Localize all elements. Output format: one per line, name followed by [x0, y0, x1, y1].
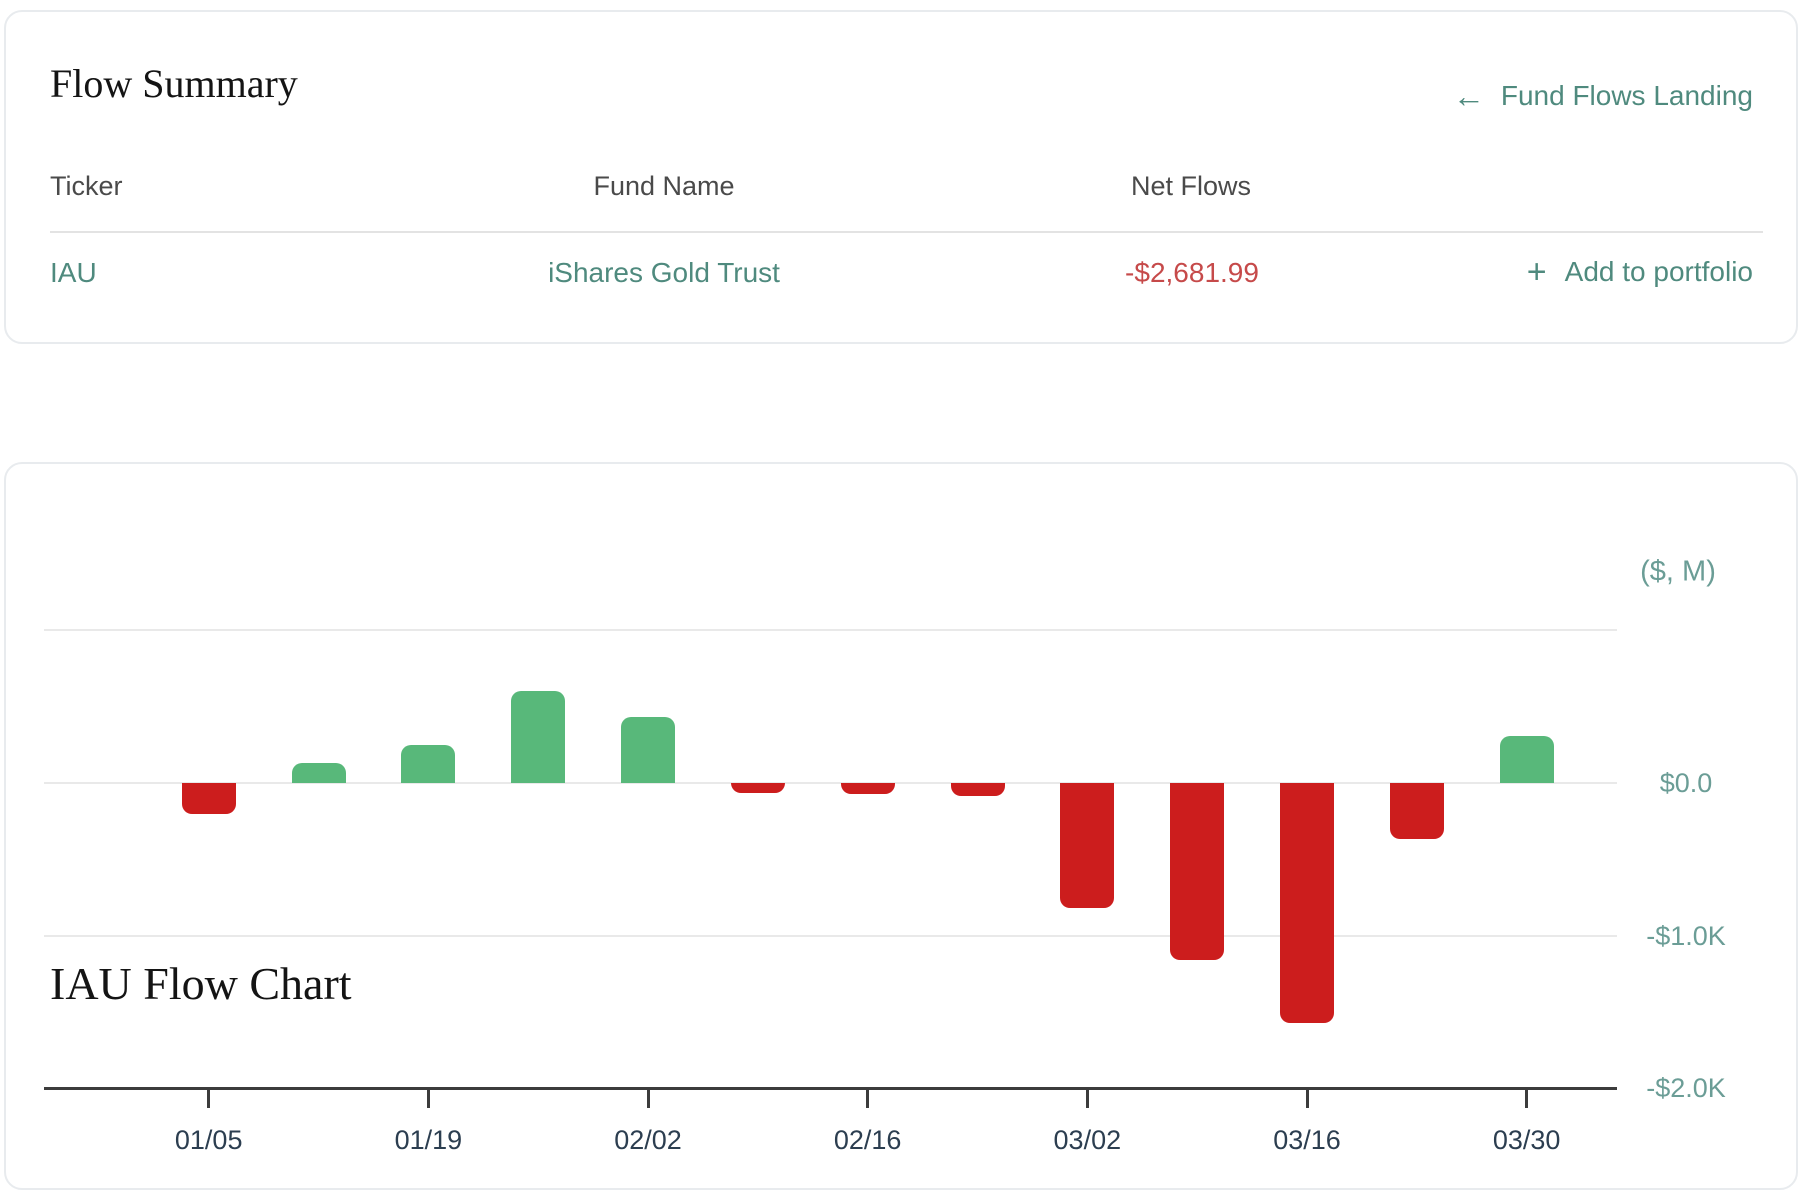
x-tick [1085, 1088, 1089, 1109]
x-tick-label: 03/16 [1273, 1125, 1341, 1155]
add-to-portfolio-label: Add to portfolio [1564, 256, 1753, 287]
bar-03/30[interactable] [1499, 735, 1554, 783]
bar-03/16[interactable] [1280, 783, 1334, 1023]
plus-icon: + [1526, 253, 1547, 291]
x-tick-label: 03/30 [1492, 1125, 1561, 1155]
add-to-portfolio-button[interactable]: + Add to portfolio [1527, 252, 1753, 292]
x-axis [44, 1086, 1617, 1090]
fund-flows-landing-link[interactable]: ← Fund Flows Landing [1453, 76, 1753, 116]
bar-02/16[interactable] [840, 783, 895, 795]
column-header-fund-name: Fund Name [593, 171, 735, 201]
x-tick [866, 1088, 870, 1109]
column-header-net-flows: Net Flows [1130, 171, 1252, 201]
y-tick-label: -$1.0K [1646, 920, 1726, 951]
fund-flows-landing-label: Fund Flows Landing [1500, 80, 1753, 111]
bar-01/05[interactable] [181, 783, 236, 814]
bar-03/23[interactable] [1389, 783, 1444, 840]
bar-02/23[interactable] [950, 783, 1005, 797]
x-tick [646, 1088, 650, 1109]
bar-01/19[interactable] [401, 744, 456, 783]
flow-chart-title: IAU Flow Chart [50, 958, 352, 1009]
bar-01/12[interactable] [291, 762, 346, 783]
y-axis-unit-label: ($, M) [1640, 555, 1716, 588]
bar-03/02[interactable] [1060, 783, 1115, 909]
gridline [44, 629, 1617, 632]
arrow-left-icon: ← [1452, 78, 1485, 114]
flow-summary-card: Flow Summary ← Fund Flows Landing Ticker… [4, 10, 1798, 344]
bar-02/02[interactable] [621, 717, 676, 783]
flow-chart-card: IAU Flow Chart [4, 462, 1798, 1190]
gridline [44, 934, 1617, 937]
x-tick-label: 02/02 [614, 1125, 682, 1155]
x-tick [1305, 1088, 1309, 1109]
fund-name-link[interactable]: iShares Gold Trust [548, 257, 780, 288]
x-tick [1525, 1088, 1529, 1109]
table-divider [50, 231, 1763, 233]
bar-03/09[interactable] [1170, 783, 1225, 961]
bar-01/26[interactable] [511, 691, 566, 783]
x-tick-label: 03/02 [1053, 1125, 1122, 1155]
x-tick [207, 1088, 211, 1109]
y-tick-label: -$2.0K [1646, 1073, 1726, 1104]
x-tick-label: 02/16 [833, 1125, 902, 1155]
gridline [44, 782, 1617, 784]
column-header-ticker: Ticker [50, 171, 123, 201]
net-flows-value: -$2,681.99 [1125, 257, 1259, 288]
x-tick-label: 01/05 [174, 1125, 243, 1155]
flow-summary-title: Flow Summary [50, 61, 298, 106]
x-tick [426, 1088, 430, 1109]
ticker-link[interactable]: IAU [50, 257, 97, 288]
x-tick-label: 01/19 [394, 1125, 463, 1155]
y-tick-label: $0.0 [1659, 768, 1713, 798]
bar-02/09[interactable] [730, 783, 785, 793]
